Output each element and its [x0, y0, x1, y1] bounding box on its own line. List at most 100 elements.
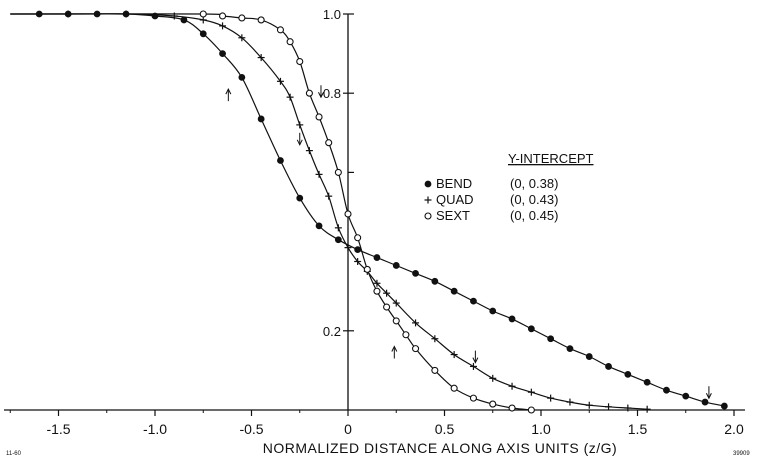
point-quad: [305, 147, 313, 155]
corner-left-code: 11-60: [6, 451, 22, 457]
point-sext: [469, 394, 478, 402]
point-bend: [238, 73, 246, 81]
point-quad: [257, 54, 265, 62]
point-bend: [450, 287, 458, 295]
point-sext: [296, 57, 304, 66]
x-tick-label: 1.5: [628, 421, 648, 437]
legend-marker-quad: [424, 196, 432, 204]
legend-marker-sext: [424, 212, 432, 220]
point-quad: [469, 362, 477, 370]
x-tick-label: 0: [344, 421, 352, 437]
point-quad: [334, 224, 342, 232]
point-sext: [286, 38, 294, 46]
x-tick-label: -1.5: [46, 421, 70, 437]
point-sext: [325, 139, 333, 147]
point-sext: [489, 400, 497, 408]
legend-intercept-sext: (0, 0.45): [510, 208, 558, 223]
point-sext: [276, 26, 285, 34]
y-tick-label: 0.2: [323, 324, 341, 339]
arrow-marker: [318, 85, 324, 99]
x-axis-label: NORMALIZED DISTANCE ALONG AXIS UNITS (z/…: [263, 440, 617, 456]
point-quad: [354, 258, 362, 265]
point-quad: [296, 121, 304, 129]
point-bend: [431, 277, 439, 285]
arrow-head: [296, 139, 303, 146]
arrow-marker: [391, 345, 398, 359]
point-sext: [334, 168, 342, 176]
point-quad: [431, 335, 439, 343]
point-sext: [527, 406, 535, 414]
point-quad: [489, 374, 497, 382]
point-quad: [643, 405, 651, 413]
point-sext: [508, 404, 516, 412]
point-sext: [431, 366, 439, 374]
y-tick-label: 1.0: [323, 7, 341, 22]
point-bend: [624, 370, 632, 378]
point-bend: [566, 345, 574, 353]
point-sext: [411, 345, 420, 353]
series-sext: [10, 10, 535, 414]
arrow-head: [705, 393, 712, 400]
legend-marker-bend: [424, 180, 432, 188]
arrow-head: [391, 345, 398, 352]
point-bend: [720, 402, 728, 410]
point-bend: [701, 398, 709, 406]
corner-right-code: 39909: [733, 451, 750, 457]
point-bend: [412, 269, 419, 277]
point-bend: [257, 115, 265, 123]
arrow-marker: [225, 88, 232, 102]
point-quad: [315, 170, 323, 178]
legend-intercept-bend: (0, 0.38): [510, 176, 558, 191]
point-bend: [315, 222, 323, 230]
point-quad: [412, 319, 420, 327]
x-tick-label: -1.0: [143, 421, 167, 437]
point-bend: [334, 236, 342, 244]
point-quad: [547, 394, 555, 402]
series-layer: [10, 10, 728, 414]
point-quad: [527, 388, 535, 396]
series-line-bend: [10, 13, 725, 407]
point-sext: [238, 14, 246, 22]
arrow-head: [472, 357, 479, 364]
point-bend: [547, 335, 555, 343]
x-tick-label: 2.0: [724, 421, 744, 437]
arrow-annotations: [225, 85, 712, 400]
point-bend: [373, 254, 381, 261]
legend-label-bend: BEND: [436, 176, 472, 191]
point-sext: [402, 331, 410, 339]
point-bend: [643, 378, 651, 386]
point-quad: [238, 34, 246, 42]
arrow-head: [318, 92, 324, 99]
point-quad: [344, 244, 352, 252]
point-bend: [219, 50, 226, 57]
point-bend: [527, 325, 535, 333]
y-tick-label: 0.8: [323, 86, 341, 101]
point-quad: [373, 279, 381, 287]
point-quad: [286, 93, 294, 101]
point-bend: [508, 315, 516, 323]
point-quad: [508, 382, 516, 390]
point-bend: [296, 194, 304, 202]
point-bend: [277, 157, 284, 164]
point-bend: [605, 363, 612, 370]
arrow-marker: [472, 350, 479, 364]
arrow-marker: [705, 386, 712, 400]
x-tick-label: 1.0: [531, 421, 551, 437]
series-line-quad: [10, 13, 648, 410]
point-quad: [219, 22, 227, 30]
legend-title: Y-INTERCEPT: [508, 151, 594, 166]
point-quad: [392, 299, 400, 307]
point-quad: [585, 401, 593, 409]
x-tick-label: 0.5: [435, 421, 455, 437]
legend: Y-INTERCEPT BEND (0, 0.38) QUAD (0, 0.43) SE…: [424, 151, 594, 223]
point-sext: [219, 12, 227, 20]
point-quad: [383, 289, 391, 297]
point-sext: [199, 10, 207, 18]
series-bend: [10, 10, 728, 410]
point-bend: [682, 392, 690, 400]
point-quad: [199, 16, 207, 24]
point-quad: [624, 404, 632, 412]
point-bend: [585, 353, 593, 360]
point-sext: [354, 234, 362, 242]
